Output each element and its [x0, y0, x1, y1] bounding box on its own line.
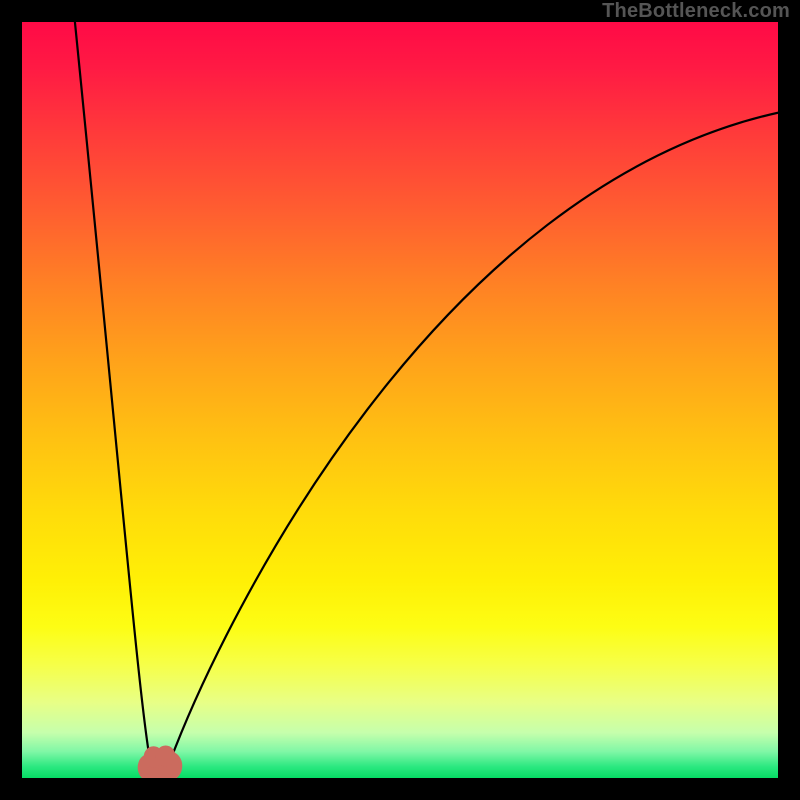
figure-root: TheBottleneck.com: [0, 0, 800, 800]
plot-background: [22, 22, 778, 778]
plot-svg: [0, 0, 800, 800]
watermark-text: TheBottleneck.com: [602, 0, 790, 23]
